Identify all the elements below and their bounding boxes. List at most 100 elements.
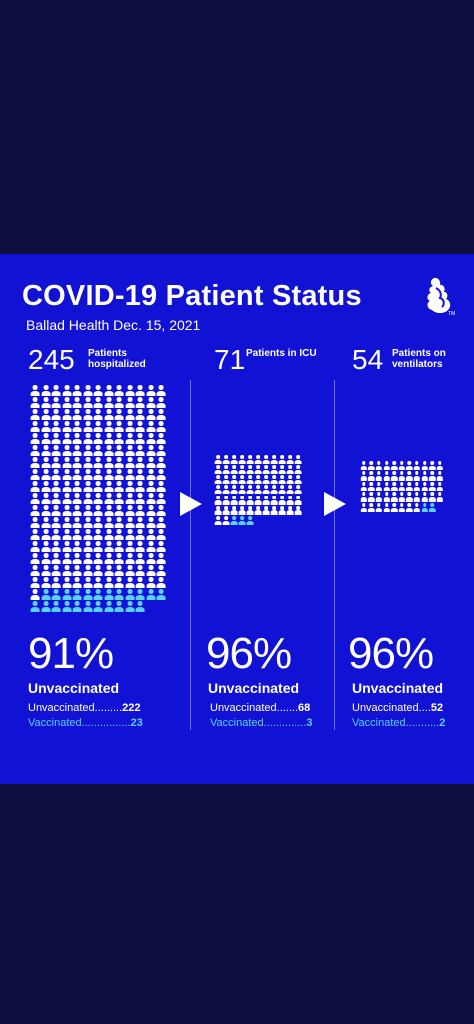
- unvaccinated-person-icon: [104, 384, 115, 396]
- vaccinated-person-icon: [421, 502, 429, 513]
- unvaccinated-person-icon: [41, 576, 52, 588]
- unvaccinated-person-icon: [30, 468, 41, 480]
- unvaccinated-person-icon: [156, 444, 167, 456]
- unvaccinated-person-icon: [114, 456, 125, 468]
- unvaccinated-person-icon: [93, 576, 104, 588]
- unvaccinated-person-icon: [406, 481, 414, 492]
- unvaccinated-person-icon: [125, 564, 136, 576]
- unvaccinated-person-icon: [156, 552, 167, 564]
- unvaccinated-person-icon: [93, 480, 104, 492]
- unvaccinated-person-icon: [51, 408, 62, 420]
- unvaccinated-person-icon: [278, 485, 286, 495]
- unvaccinated-person-icon: [104, 504, 115, 516]
- unvaccinated-person-icon: [93, 492, 104, 504]
- unvaccinated-person-icon: [294, 474, 302, 484]
- unvaccinated-person-icon: [214, 474, 222, 484]
- vaccinated-person-icon: [135, 600, 146, 612]
- unvaccinated-person-icon: [72, 432, 83, 444]
- unvaccinated-person-icon: [246, 464, 254, 474]
- vaccinated-person-icon: [41, 600, 52, 612]
- unvaccinated-person-icon: [125, 576, 136, 588]
- unvaccinated-person-icon: [375, 471, 383, 482]
- unvaccinated-person-icon: [270, 485, 278, 495]
- unvaccinated-person-icon: [398, 481, 406, 492]
- unvaccinated-person-icon: [294, 454, 302, 464]
- unvaccinated-person-icon: [125, 504, 136, 516]
- unvaccinated-person-icon: [214, 454, 222, 464]
- unvaccinated-person-icon: [83, 480, 94, 492]
- infographic-card: COVID-19 Patient Status Ballad Health De…: [0, 254, 474, 784]
- unvaccinated-person-icon: [222, 464, 230, 474]
- unvaccinated-person-icon: [114, 504, 125, 516]
- unvaccinated-person-icon: [83, 552, 94, 564]
- unvaccinated-person-icon: [421, 471, 429, 482]
- hospitalized-column: 245 Patients hospitalized 91% Unvaccinat…: [0, 342, 190, 782]
- unvaccinated-person-icon: [30, 492, 41, 504]
- unvaccinated-person-icon: [254, 485, 262, 495]
- unvaccinated-person-icon: [41, 564, 52, 576]
- unvaccinated-person-icon: [146, 540, 157, 552]
- unvaccinated-person-icon: [93, 456, 104, 468]
- unvaccinated-person-icon: [146, 456, 157, 468]
- vaccinated-person-icon: [72, 600, 83, 612]
- unvaccinated-person-icon: [104, 492, 115, 504]
- page-subtitle: Ballad Health Dec. 15, 2021: [26, 317, 201, 333]
- hospitalized-label: Patients hospitalized: [88, 348, 146, 370]
- unvaccinated-person-icon: [146, 576, 157, 588]
- unvaccinated-person-icon: [62, 552, 73, 564]
- unvaccinated-person-icon: [390, 492, 398, 503]
- unvaccinated-person-icon: [262, 474, 270, 484]
- ventilator-percent: 96%: [348, 629, 434, 678]
- unvaccinated-person-icon: [30, 528, 41, 540]
- unvaccinated-person-icon: [93, 384, 104, 396]
- unvaccinated-person-icon: [72, 516, 83, 528]
- unvaccinated-person-icon: [30, 588, 41, 600]
- unvaccinated-person-icon: [83, 516, 94, 528]
- unvaccinated-person-icon: [406, 502, 414, 513]
- unvaccinated-person-icon: [428, 481, 436, 492]
- icu-vaccinated-row: Vaccinated..............3: [210, 717, 313, 729]
- unvaccinated-person-icon: [383, 492, 391, 503]
- unvaccinated-person-icon: [62, 528, 73, 540]
- ventilator-unvaccinated-row: Unvaccinated....52: [352, 702, 443, 714]
- unvaccinated-person-icon: [254, 495, 262, 505]
- unvaccinated-person-icon: [62, 396, 73, 408]
- unvaccinated-person-icon: [93, 432, 104, 444]
- unvaccinated-person-icon: [93, 408, 104, 420]
- unvaccinated-person-icon: [146, 564, 157, 576]
- unvaccinated-person-icon: [146, 516, 157, 528]
- unvaccinated-person-icon: [156, 468, 167, 480]
- unvaccinated-person-icon: [51, 552, 62, 564]
- unvaccinated-person-icon: [230, 454, 238, 464]
- unvaccinated-person-icon: [436, 492, 444, 503]
- unvaccinated-person-icon: [41, 504, 52, 516]
- unvaccinated-person-icon: [156, 504, 167, 516]
- unvaccinated-person-icon: [72, 408, 83, 420]
- vaccinated-person-icon: [104, 600, 115, 612]
- icu-unvaccinated-row: Unvaccinated.......68: [210, 702, 310, 714]
- unvaccinated-person-icon: [230, 485, 238, 495]
- icu-count: 71: [214, 344, 246, 375]
- unvaccinated-person-icon: [360, 481, 368, 492]
- unvaccinated-person-icon: [72, 504, 83, 516]
- unvaccinated-person-icon: [135, 408, 146, 420]
- unvaccinated-person-icon: [30, 480, 41, 492]
- unvaccinated-person-icon: [72, 456, 83, 468]
- unvaccinated-person-icon: [83, 576, 94, 588]
- unvaccinated-person-icon: [62, 384, 73, 396]
- unvaccinated-person-icon: [125, 456, 136, 468]
- unvaccinated-person-icon: [104, 528, 115, 540]
- vaccinated-person-icon: [93, 600, 104, 612]
- unvaccinated-person-icon: [83, 408, 94, 420]
- unvaccinated-person-icon: [83, 396, 94, 408]
- page-title: COVID-19 Patient Status: [22, 280, 362, 312]
- unvaccinated-person-icon: [104, 444, 115, 456]
- unvaccinated-person-icon: [421, 492, 429, 503]
- unvaccinated-person-icon: [294, 485, 302, 495]
- ventilator-column: 54 Patients on ventilators 96% Unvaccina…: [334, 342, 474, 782]
- ventilator-count: 54: [352, 344, 384, 375]
- hospitalized-count: 245: [28, 344, 75, 375]
- unvaccinated-person-icon: [368, 502, 376, 513]
- unvaccinated-person-icon: [125, 528, 136, 540]
- unvaccinated-person-icon: [30, 504, 41, 516]
